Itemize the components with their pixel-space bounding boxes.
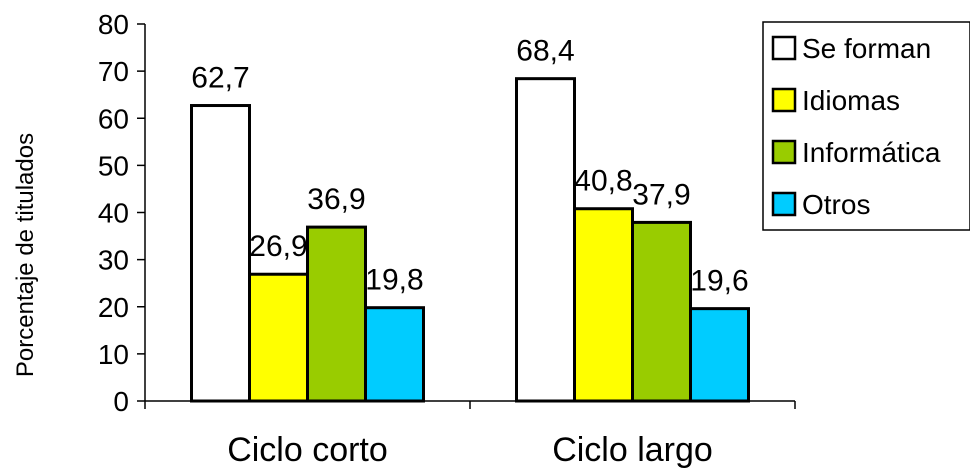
legend-label: Se forman xyxy=(802,33,931,64)
bar xyxy=(364,306,425,403)
data-label: 40,8 xyxy=(574,165,632,198)
bars xyxy=(190,77,750,403)
legend-label: Idiomas xyxy=(802,85,900,116)
y-tick-label: 10 xyxy=(98,339,129,370)
y-axis-title: Porcentaje de titulados xyxy=(12,133,39,377)
bar xyxy=(631,220,692,403)
y-axis-label: Porcentaje de titulados xyxy=(12,133,39,377)
bar xyxy=(190,104,251,403)
data-label: 62,7 xyxy=(191,62,249,95)
data-label: 26,9 xyxy=(249,230,307,263)
bar xyxy=(248,272,309,403)
legend-label: Informática xyxy=(802,137,941,168)
legend-swatch xyxy=(771,139,797,165)
y-tick-label: 0 xyxy=(113,386,129,417)
axes: 0 10 20 30 40 50 60 70 80 Ciclo corto Ciclo largo xyxy=(98,9,796,469)
legend-swatch xyxy=(771,35,797,61)
y-tick-label: 70 xyxy=(98,56,129,87)
data-labels: 62,7 68,4 26,9 40,8 36,9 37,9 19,8 19,6 xyxy=(191,35,748,298)
bar xyxy=(689,307,750,403)
y-tick-label: 80 xyxy=(98,9,129,40)
data-label: 19,8 xyxy=(365,264,423,297)
data-label: 36,9 xyxy=(307,183,365,216)
legend-box xyxy=(762,21,970,231)
data-label: 68,4 xyxy=(516,35,574,68)
legend: Se forman Idiomas Informática Otros xyxy=(762,21,970,231)
data-label: 19,6 xyxy=(690,265,748,298)
bar xyxy=(515,77,576,403)
y-tick-label: 30 xyxy=(98,245,129,276)
y-tick-label: 60 xyxy=(98,103,129,134)
bar xyxy=(573,207,634,403)
x-category-label: Ciclo corto xyxy=(227,431,388,469)
y-tick-label: 40 xyxy=(98,198,129,229)
x-category-label: Ciclo largo xyxy=(552,431,713,469)
bar xyxy=(306,225,367,403)
legend-swatch xyxy=(771,87,797,113)
data-label: 37,9 xyxy=(632,178,690,211)
y-tick-label: 50 xyxy=(98,150,129,181)
legend-swatch xyxy=(771,191,797,217)
y-tick-label: 20 xyxy=(98,292,129,323)
legend-label: Otros xyxy=(802,189,870,220)
